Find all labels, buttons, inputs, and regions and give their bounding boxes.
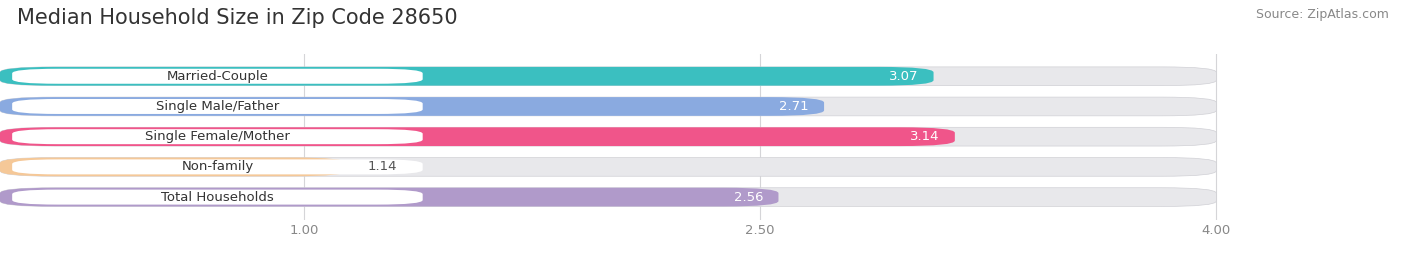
Text: Married-Couple: Married-Couple [166, 70, 269, 83]
Text: Median Household Size in Zip Code 28650: Median Household Size in Zip Code 28650 [17, 8, 457, 28]
Text: Non-family: Non-family [181, 160, 253, 173]
FancyBboxPatch shape [0, 158, 347, 176]
FancyBboxPatch shape [0, 97, 824, 116]
Text: 3.07: 3.07 [889, 70, 918, 83]
FancyBboxPatch shape [0, 127, 955, 146]
Text: Single Male/Father: Single Male/Father [156, 100, 278, 113]
FancyBboxPatch shape [0, 97, 1216, 116]
FancyBboxPatch shape [0, 188, 779, 206]
Text: Source: ZipAtlas.com: Source: ZipAtlas.com [1256, 8, 1389, 21]
FancyBboxPatch shape [0, 67, 1216, 85]
Text: 2.56: 2.56 [734, 191, 763, 204]
Text: 1.14: 1.14 [368, 160, 398, 173]
FancyBboxPatch shape [13, 69, 423, 84]
Text: Single Female/Mother: Single Female/Mother [145, 130, 290, 143]
FancyBboxPatch shape [13, 189, 423, 204]
FancyBboxPatch shape [0, 127, 1216, 146]
FancyBboxPatch shape [13, 99, 423, 114]
FancyBboxPatch shape [13, 159, 423, 174]
Text: Total Households: Total Households [162, 191, 274, 204]
Text: 3.14: 3.14 [910, 130, 939, 143]
FancyBboxPatch shape [0, 67, 934, 85]
FancyBboxPatch shape [13, 129, 423, 144]
Text: 2.71: 2.71 [779, 100, 808, 113]
FancyBboxPatch shape [0, 188, 1216, 206]
FancyBboxPatch shape [0, 158, 1216, 176]
